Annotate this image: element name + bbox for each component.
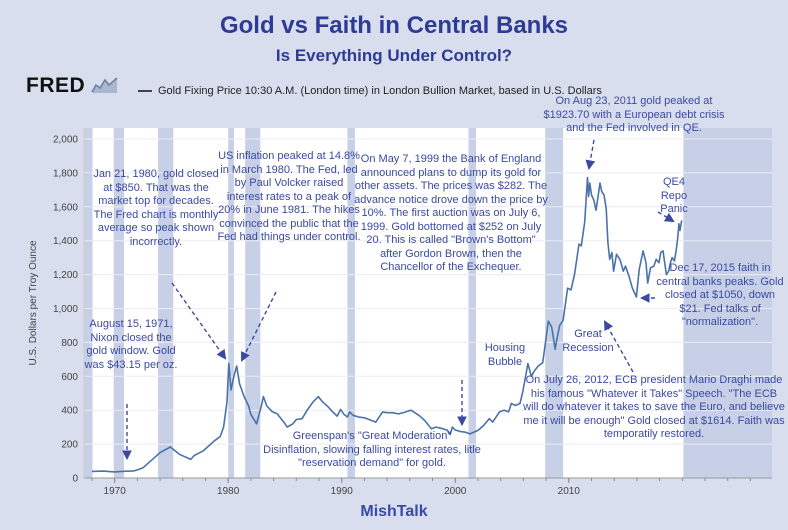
- annotation-qe4-repo-panic: QE4 Repo Panic: [660, 176, 688, 215]
- plot-layer: 0 200 400 600 800 1,000 1,200 1,400 1,600 1,800 2,…: [28, 128, 772, 497]
- arrow-qe4-repo: [657, 211, 675, 223]
- recession-band: [84, 128, 93, 478]
- arrow-draghi: [603, 320, 634, 373]
- legend-label: Gold Fixing Price 10:30 A.M. (London tim…: [158, 85, 602, 97]
- annotation-browns-bottom: On May 7, 1999 the Bank of England annou…: [354, 153, 548, 273]
- y-tick-label: 200: [61, 440, 78, 451]
- plot-area: [84, 128, 772, 478]
- y-tick-label: 1,000: [53, 304, 78, 315]
- y-axis-title: U.S. Dollars per Troy Ounce: [28, 240, 39, 365]
- annotation-draghi: On July 26, 2012, ECB president Mario Dr…: [523, 374, 785, 440]
- recession-band: [683, 128, 772, 478]
- x-tick-label: 2010: [558, 486, 581, 497]
- y-tick-label: 1,400: [53, 236, 78, 247]
- annotation-great-recession: Great Recession: [562, 328, 614, 354]
- page-subtitle: Is Everything Under Control?: [275, 46, 513, 65]
- y-tick-label: 2,000: [53, 135, 78, 146]
- y-tick-label: 400: [61, 406, 78, 417]
- y-tick-label: 1,200: [53, 270, 78, 281]
- y-tick-label: 600: [61, 372, 78, 383]
- annotation-aug-2011-peak: On Aug 23, 2011 gold peaked at $1923.70 …: [543, 95, 725, 134]
- arrow-volcker: [241, 291, 277, 362]
- x-tick-label: 1970: [104, 486, 127, 497]
- annotation-jan-1980: Jan 21, 1980, gold closed at $850. That …: [93, 168, 219, 248]
- arrow-aug-2011: [585, 139, 596, 171]
- recession-band: [113, 128, 124, 478]
- annotation-volcker: US inflation peaked at 14.8% in March 19…: [217, 150, 361, 243]
- recession-band: [228, 128, 234, 478]
- annotation-nixon: August 15, 1971, Nixon closed the gold w…: [84, 318, 178, 371]
- x-tick-label: 1980: [217, 486, 240, 497]
- legend-line-swatch: [138, 90, 152, 92]
- recession-band: [468, 128, 476, 478]
- x-tick-label: 2000: [444, 486, 467, 497]
- gold-price-line: [91, 176, 683, 473]
- fred-logo-icon: [91, 77, 118, 93]
- y-tick-label: 1,600: [53, 202, 78, 213]
- annotation-dec-2015: Dec 17, 2015 faith in central banks peak…: [656, 262, 784, 328]
- y-tick-label: 800: [61, 338, 78, 349]
- page-title: Gold vs Faith in Central Banks: [219, 12, 569, 39]
- recession-band: [347, 128, 355, 478]
- fred-logo-text: FRED: [26, 74, 86, 97]
- annotation-housing-bubble: Housing Bubble: [484, 342, 526, 368]
- y-tick-label: 0: [72, 474, 78, 485]
- x-tick-label: 1990: [331, 486, 354, 497]
- fred-logo: FRED: [26, 74, 120, 98]
- arrow-layer: [122, 139, 675, 461]
- y-tick-label: 1,800: [53, 168, 78, 179]
- annotation-greenspan: Greenspan's "Great Moderation" Disinflat…: [263, 430, 481, 469]
- recession-band: [545, 128, 564, 478]
- arrow-jan-1980: [171, 282, 227, 360]
- chart-legend: Gold Fixing Price 10:30 A.M. (London tim…: [138, 85, 602, 97]
- recession-band: [245, 128, 261, 478]
- recession-band: [158, 128, 174, 478]
- credit-mishtalk: MishTalk: [360, 503, 428, 520]
